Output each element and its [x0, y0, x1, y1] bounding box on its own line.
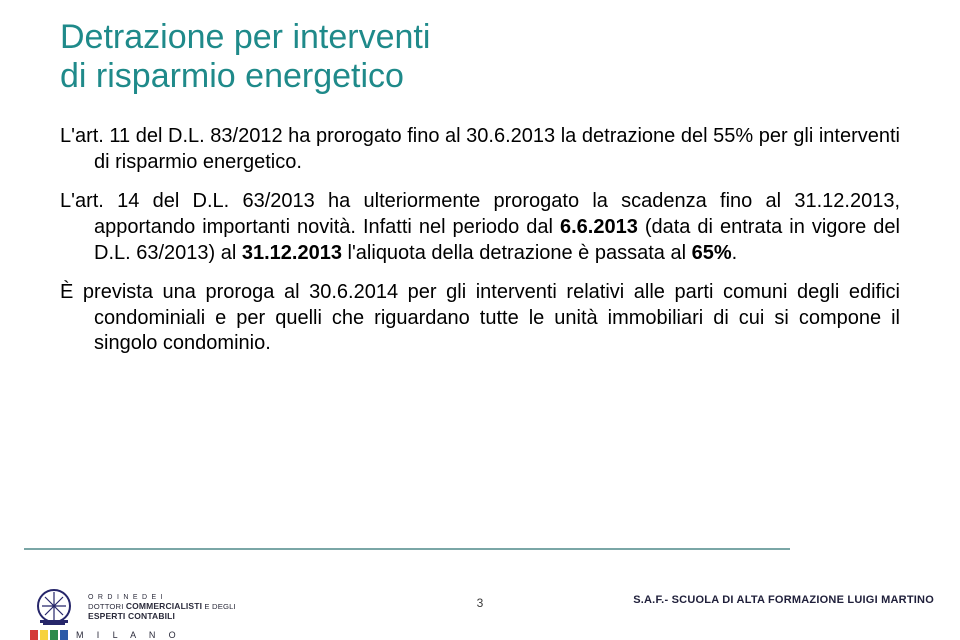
- paragraph-1: L'art. 11 del D.L. 83/2012 ha prorogato …: [60, 124, 900, 175]
- paragraph-2: L'art. 14 del D.L. 63/2013 ha ulteriorme…: [60, 189, 900, 266]
- p3-text: È prevista una proroga al 30.6.2014 per …: [60, 280, 900, 357]
- milano-label: M I L A N O: [76, 630, 181, 640]
- title-line1: Detrazione per interventi: [60, 18, 430, 56]
- page-title: Detrazione per interventi di risparmio e…: [60, 18, 900, 96]
- p2-text: L'art. 14 del D.L. 63/2013 ha ulteriorme…: [60, 189, 900, 266]
- p1-text: L'art. 11 del D.L. 83/2012 ha prorogato …: [60, 124, 900, 175]
- ordine-crest-icon: [30, 584, 78, 632]
- footer-divider: [24, 548, 790, 550]
- paragraph-3: È prevista una proroga al 30.6.2014 per …: [60, 280, 900, 357]
- milano-row: M I L A N O: [30, 628, 181, 640]
- school-label: S.A.F.- SCUOLA DI ALTA FORMAZIONE LUIGI …: [633, 594, 934, 606]
- ordine-text: O R D I N E D E I DOTTORI COMMERCIALISTI…: [88, 594, 236, 622]
- ordine-logo-block: O R D I N E D E I DOTTORI COMMERCIALISTI…: [30, 584, 236, 632]
- page-number: 3: [477, 596, 484, 610]
- title-line2: di risparmio energetico: [60, 57, 404, 95]
- milano-stripes-icon: [30, 628, 70, 640]
- ordine-line3: ESPERTI CONTABILI: [88, 612, 236, 622]
- footer: O R D I N E D E I DOTTORI COMMERCIALISTI…: [0, 548, 960, 640]
